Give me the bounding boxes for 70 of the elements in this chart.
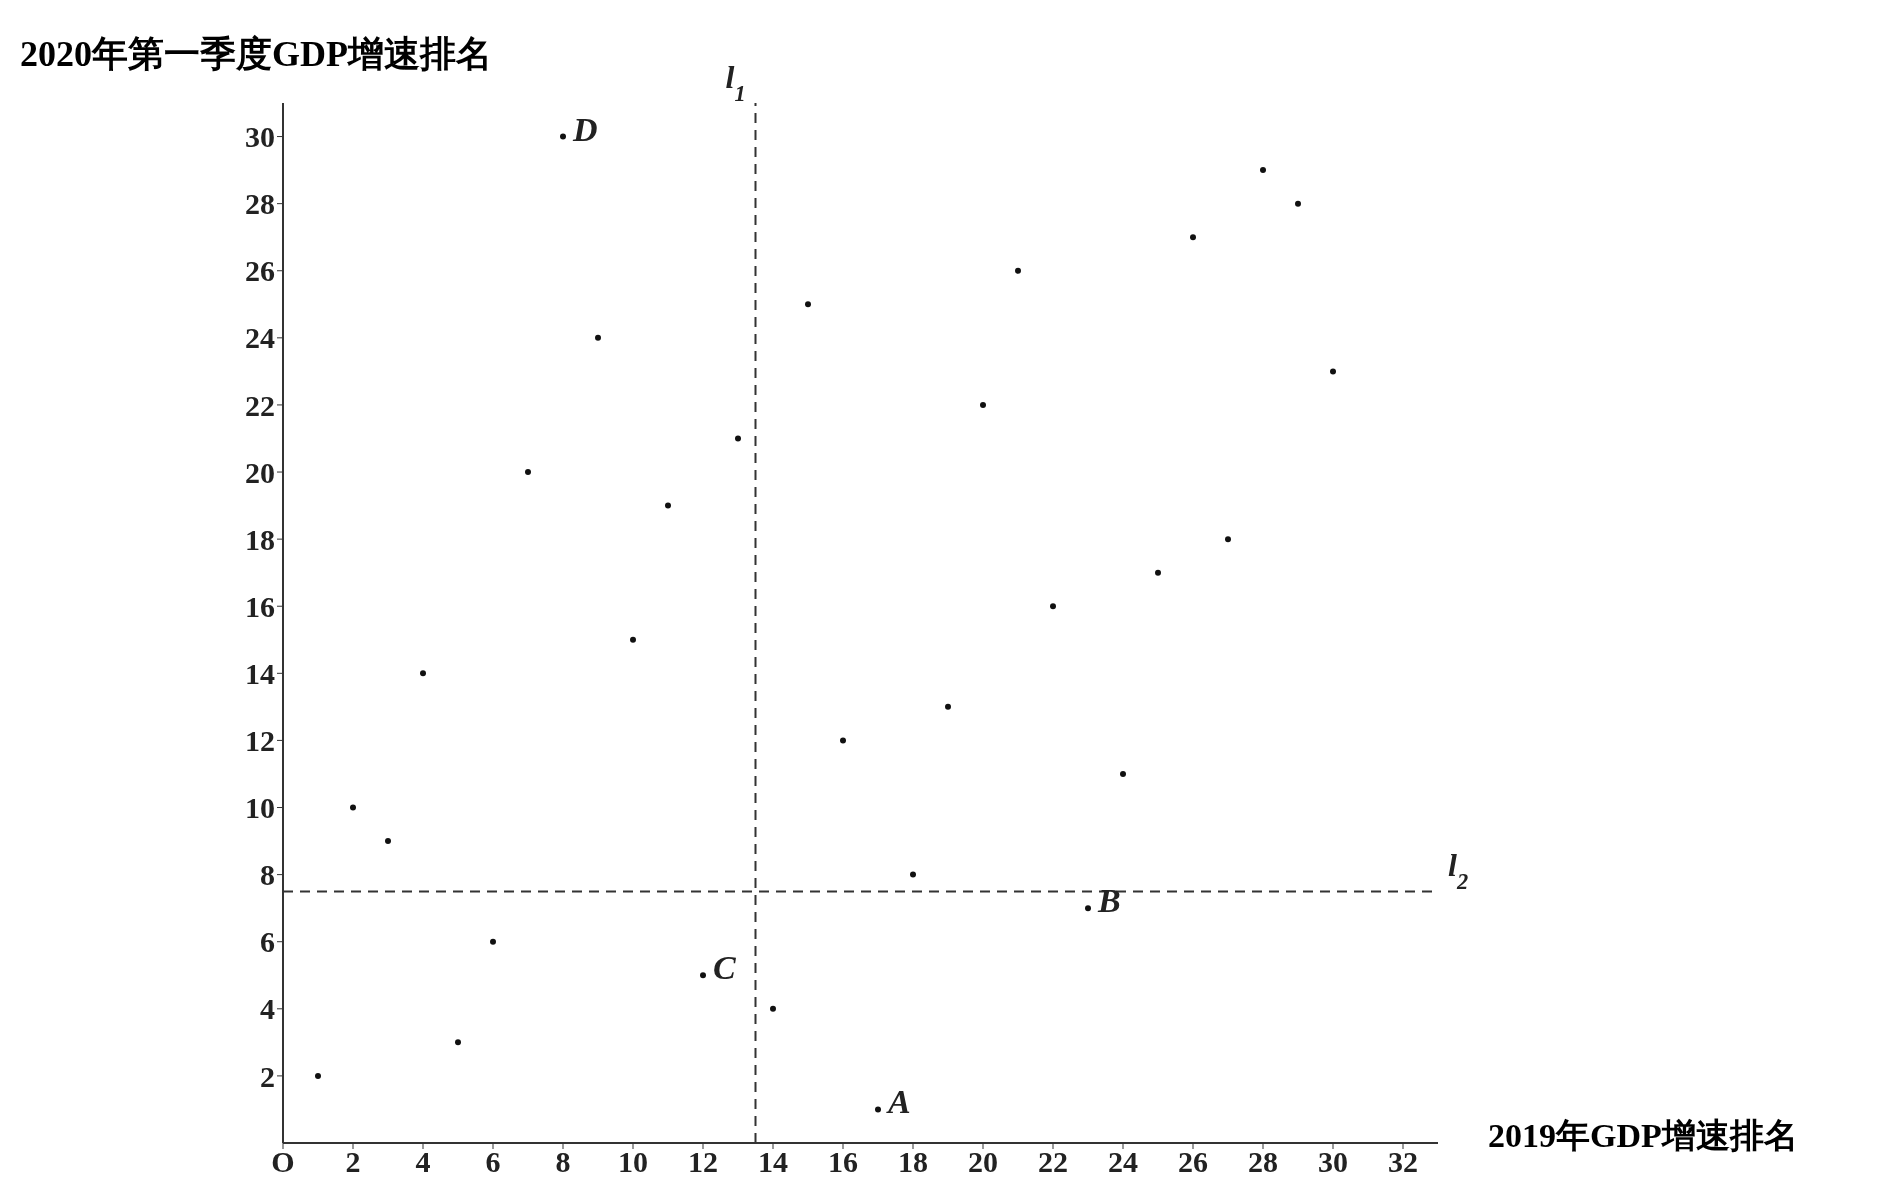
point: [980, 401, 986, 408]
point: [735, 435, 741, 442]
point: [420, 670, 426, 677]
point: [1225, 536, 1231, 543]
x-tick-label: 20: [968, 1145, 998, 1179]
x-tick-label: 30: [1318, 1145, 1348, 1179]
point: [350, 804, 356, 811]
point: [560, 133, 566, 140]
x-tick-label: 8: [555, 1145, 571, 1179]
point: [840, 737, 846, 744]
point: [875, 1106, 881, 1113]
point: [770, 1005, 776, 1012]
y-axis-title: 2020年第一季度GDP增速排名: [20, 33, 492, 76]
x-tick-label: 14: [758, 1145, 788, 1179]
y-tick-label: 24: [245, 321, 275, 355]
x-tick-label: 12: [688, 1145, 718, 1179]
y-tick-label: 14: [245, 656, 275, 690]
x-tick-label: 6: [485, 1145, 501, 1179]
point: [1260, 167, 1266, 174]
point: [385, 838, 391, 845]
x-tick-label: 4: [415, 1145, 431, 1179]
ref-line-label: l$_{2}$: [1448, 847, 1469, 894]
y-tick-label: 8: [260, 858, 275, 892]
point: [910, 871, 916, 878]
point: [1155, 569, 1161, 576]
x-tick-label: 10: [618, 1145, 648, 1179]
point: [1050, 603, 1056, 610]
point: [1085, 905, 1091, 912]
ref-line-label: l$_{1}$: [725, 59, 746, 106]
x-tick-label: 22: [1038, 1145, 1068, 1179]
x-tick-label: 24: [1108, 1145, 1138, 1179]
x-tick-label: 16: [828, 1145, 858, 1179]
x-axis-title: 2019年GDP增速排名: [1488, 1116, 1798, 1156]
annotation: B: [1097, 882, 1121, 920]
point: [805, 301, 811, 308]
x-tick-label: O: [271, 1145, 295, 1179]
y-tick-label: 2: [260, 1059, 275, 1093]
point: [700, 972, 706, 979]
point: [595, 334, 601, 341]
point: [1295, 200, 1301, 207]
y-tick-label: 20: [245, 455, 275, 489]
annotation: C: [713, 949, 736, 987]
point: [630, 636, 636, 643]
y-tick-label: 12: [245, 724, 275, 758]
x-tick-label: 2: [345, 1145, 361, 1179]
x-tick-label: 18: [898, 1145, 928, 1179]
point: [315, 1072, 321, 1079]
point: [945, 703, 951, 710]
y-tick-label: 26: [245, 254, 275, 288]
annotation: A: [886, 1083, 911, 1121]
point: [455, 1039, 461, 1046]
y-tick-label: 10: [245, 791, 275, 825]
point: [1190, 234, 1196, 241]
y-tick-label: 6: [260, 925, 275, 959]
y-tick-label: 16: [245, 589, 275, 623]
x-tick-label: 28: [1248, 1145, 1278, 1179]
point: [1330, 368, 1336, 375]
point: [490, 938, 496, 945]
annotation: D: [572, 110, 598, 148]
y-tick-label: 28: [245, 187, 275, 221]
point: [525, 469, 531, 476]
y-tick-label: 18: [245, 522, 275, 556]
point: [1120, 770, 1126, 777]
point: [1015, 267, 1021, 274]
x-tick-label: 32: [1388, 1145, 1418, 1179]
point: [665, 502, 671, 509]
y-tick-label: 22: [245, 388, 275, 422]
y-tick-label: 4: [260, 992, 275, 1026]
y-tick-label: 30: [245, 120, 275, 154]
x-tick-label: 26: [1178, 1145, 1208, 1179]
